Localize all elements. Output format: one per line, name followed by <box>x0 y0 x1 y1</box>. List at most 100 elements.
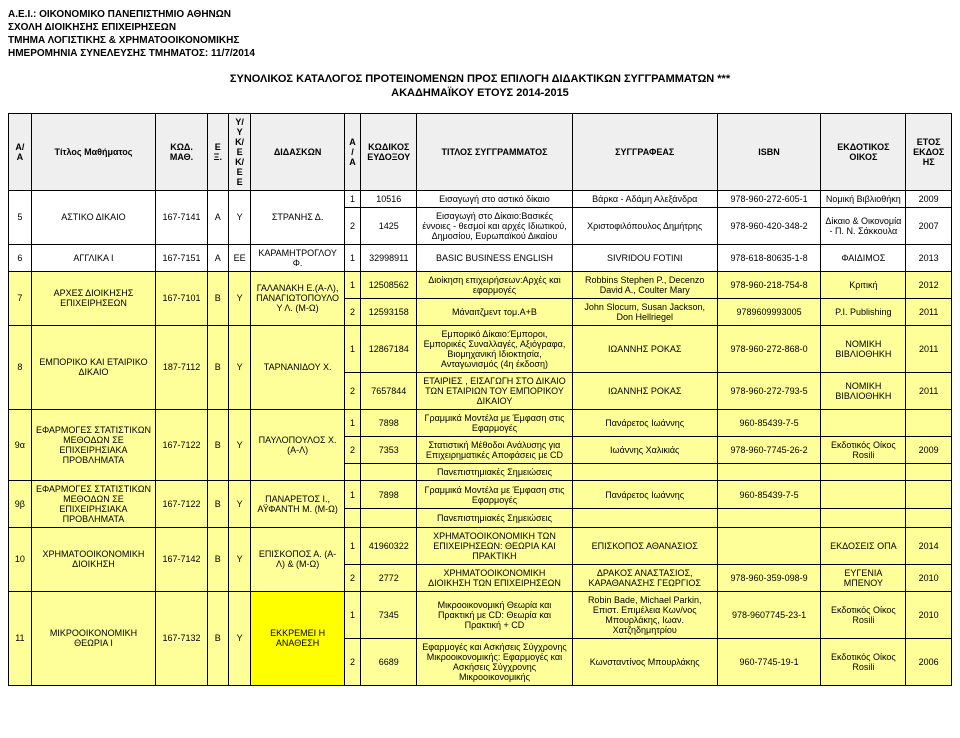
cell-year <box>906 509 952 527</box>
cell-bookn: 1 <box>344 409 361 436</box>
document-title: ΣΥΝΟΛΙΚΟΣ ΚΑΤΑΛΟΓΟΣ ΠΡΟΤΕΙΝΟΜΕΝΩΝ ΠΡΟΣ Ε… <box>8 72 952 101</box>
cell-bookn: 2 <box>344 564 361 591</box>
cell-yy: ΕΕ <box>228 244 251 271</box>
cell-code: 167-7151 <box>156 244 208 271</box>
cell-year <box>906 409 952 436</box>
cell-booktitle: ΧΡΗΜΑΤΟΟΙΚΟΝΟΜΙΚΗ ΔΙΟΙΚΗΣΗ ΤΩΝ ΕΠΙΧΕΙΡΗΣ… <box>417 564 572 591</box>
cell-bookcode: 7898 <box>361 480 417 509</box>
cell-aa: 10 <box>9 527 32 591</box>
cell-pub: Εκδοτικός Οίκος Rosili <box>821 638 906 685</box>
cell-pub: P.I. Publishing <box>821 298 906 325</box>
cell-author: Κωνσταντίνος Μπουρλάκης <box>572 638 717 685</box>
cell-course: ΜΙΚΡΟΟΙΚΟΝΟΜΙΚΗ ΘΕΩΡΙΑ Ι <box>31 591 155 685</box>
cell-isbn: 978-960-420-348-2 <box>717 207 821 244</box>
cell-author: John Slocum, Susan Jackson, Don Hellrieg… <box>572 298 717 325</box>
cell-bookn <box>344 509 361 527</box>
cell-isbn: 978-960-272-793-5 <box>717 372 821 409</box>
title-line1: ΣΥΝΟΛΙΚΟΣ ΚΑΤΑΛΟΓΟΣ ΠΡΟΤΕΙΝΟΜΕΝΩΝ ΠΡΟΣ Ε… <box>8 72 952 86</box>
cell-pub <box>821 509 906 527</box>
cell-isbn: 960-7745-19-1 <box>717 638 821 685</box>
cell-pub: Δίκαιο & Οικονομία - Π. Ν. Σάκκουλα <box>821 207 906 244</box>
cell-author <box>572 509 717 527</box>
cell-year <box>906 463 952 480</box>
cell-booktitle: Εφαρμογές και Ασκήσεις Σύγχρονης Μικροοι… <box>417 638 572 685</box>
header-line4: ΗΜΕΡΟΜΗΝΙΑ ΣΥΝΕΛΕΥΣΗΣ ΤΜΗΜΑΤΟΣ: 11/7/201… <box>8 47 952 60</box>
cell-author: ΔΡΑΚΟΣ ΑΝΑΣΤΑΣΙΟΣ, ΚΑΡΑΘΑΝΑΣΗΣ ΓΕΩΡΓΙΟΣ <box>572 564 717 591</box>
cell-booktitle: Στατιστική Μέθοδοι Ανάλυσης για Επιχειρη… <box>417 436 572 463</box>
cell-pub: Κριτική <box>821 271 906 298</box>
col-pubcode: ΚΩΔΙΚΟΣ ΕΥΔΟΞΟΥ <box>361 113 417 190</box>
cell-author: Robbins Stephen P., Decenzo David A., Co… <box>572 271 717 298</box>
cell-isbn: 9789609993005 <box>717 298 821 325</box>
cell-yy: Υ <box>228 527 251 591</box>
cell-bookcode: 7345 <box>361 591 417 638</box>
cell-code: 167-7122 <box>156 480 208 527</box>
cell-year: 2014 <box>906 527 952 564</box>
cell-isbn: 978-618-80635-1-8 <box>717 244 821 271</box>
cell-bookn: 2 <box>344 372 361 409</box>
cell-isbn: 978-960-359-098-9 <box>717 564 821 591</box>
cell-pub: Εκδοτικός Οίκος Rosili <box>821 436 906 463</box>
cell-pub: ΝΟΜΙΚΗ ΒΙΒΛΙΟΘΗΚΗ <box>821 372 906 409</box>
cell-bookcode: 12508562 <box>361 271 417 298</box>
cell-course: ΕΦΑΡΜΟΓΕΣ ΣΤΑΤΙΣΤΙΚΩΝ ΜΕΘΟΔΩΝ ΣΕ ΕΠΙΧΕΙΡ… <box>31 480 155 527</box>
cell-booktitle: Γραμμικά Μοντέλα με Έμφαση στις Εφαρμογέ… <box>417 409 572 436</box>
cell-ex: Α <box>207 190 228 244</box>
table-row: 5 ΑΣΤΙΚΟ ΔΙΚΑΙΟ 167-7141 Α Υ ΣΤΡΑΝΗΣ Δ. … <box>9 190 952 207</box>
col-aa2: Α/Α <box>344 113 361 190</box>
cell-booktitle: Εισαγωγή στο Δίκαιο:Βασικές έννοιες - θε… <box>417 207 572 244</box>
cell-bookcode: 7657844 <box>361 372 417 409</box>
cell-author: Πανάρετος Ιωάννης <box>572 480 717 509</box>
cell-isbn <box>717 463 821 480</box>
cell-pub: ΦΑΙΔΙΜΟΣ <box>821 244 906 271</box>
col-aa: Α/Α <box>9 113 32 190</box>
cell-author: Robin Bade, Michael Parkin, Επιστ. Επιμέ… <box>572 591 717 638</box>
cell-code: 167-7101 <box>156 271 208 325</box>
cell-isbn: 978-960-272-868-0 <box>717 325 821 372</box>
table-row: 6 ΑΓΓΛΙΚΑ Ι 167-7151 Α ΕΕ ΚΑΡΑΜΗΤΡΟΓΛΟΥ … <box>9 244 952 271</box>
cell-bookn: 1 <box>344 190 361 207</box>
cell-booktitle: Μικροοικονομική Θεωρία και Πρακτική με C… <box>417 591 572 638</box>
cell-year: 2010 <box>906 564 952 591</box>
cell-bookcode: 10516 <box>361 190 417 207</box>
cell-aa: 7 <box>9 271 32 325</box>
col-pubhouse: ΕΚΔΟΤΙΚΟΣ ΟΙΚΟΣ <box>821 113 906 190</box>
header-line2: ΣΧΟΛΗ ΔΙΟΙΚΗΣΗΣ ΕΠΙΧΕΙΡΗΣΕΩΝ <box>8 21 952 34</box>
cell-pub <box>821 409 906 436</box>
cell-pub <box>821 463 906 480</box>
cell-instructor: ΤΑΡΝΑΝΙΔΟΥ Χ. <box>251 325 344 409</box>
cell-code: 187-7112 <box>156 325 208 409</box>
cell-author: Βάρκα - Αδάμη Αλεξάνδρα <box>572 190 717 207</box>
col-author: ΣΥΓΓΡΑΦΕΑΣ <box>572 113 717 190</box>
col-year: ΕΤΟΣ ΕΚΔΟΣΗΣ <box>906 113 952 190</box>
col-ex: ΕΞ. <box>207 113 228 190</box>
cell-booktitle: Διοίκηση επιχειρήσεων:Αρχές και εφαρμογέ… <box>417 271 572 298</box>
title-line2: ΑΚΑΔΗΜΑΪΚΟΥ ΕΤΟΥΣ 2014-2015 <box>8 86 952 100</box>
cell-yy: Υ <box>228 591 251 685</box>
cell-course: ΕΜΠΟΡΙΚΟ ΚΑΙ ΕΤΑΙΡΙΚΟ ΔΙΚΑΙΟ <box>31 325 155 409</box>
col-course: Τίτλος Μαθήματος <box>31 113 155 190</box>
cell-bookcode: 41960322 <box>361 527 417 564</box>
cell-year: 2012 <box>906 271 952 298</box>
cell-yy: Υ <box>228 325 251 409</box>
cell-bookn <box>344 463 361 480</box>
cell-course: ΧΡΗΜΑΤΟΟΙΚΟΝΟΜΙΚΗ ΔΙΟΙΚΗΣΗ <box>31 527 155 591</box>
table-row: 7 ΑΡΧΕΣ ΔΙΟΙΚΗΣΗΣ ΕΠΙΧΕΙΡΗΣΕΩΝ 167-7101 … <box>9 271 952 298</box>
table-row: 11 ΜΙΚΡΟΟΙΚΟΝΟΜΙΚΗ ΘΕΩΡΙΑ Ι 167-7132 Β Υ… <box>9 591 952 638</box>
cell-ex: Β <box>207 409 228 480</box>
cell-pub <box>821 480 906 509</box>
cell-pub: ΝΟΜΙΚΗ ΒΙΒΛΙΟΘΗΚΗ <box>821 325 906 372</box>
cell-bookcode <box>361 463 417 480</box>
cell-bookcode: 7898 <box>361 409 417 436</box>
cell-yy: Υ <box>228 480 251 527</box>
cell-year: 2011 <box>906 298 952 325</box>
col-yy: Υ/Υ Κ/Ε Κ/Ε Ε <box>228 113 251 190</box>
cell-course: ΑΣΤΙΚΟ ΔΙΚΑΙΟ <box>31 190 155 244</box>
cell-ex: Β <box>207 271 228 325</box>
cell-course: ΑΡΧΕΣ ΔΙΟΙΚΗΣΗΣ ΕΠΙΧΕΙΡΗΣΕΩΝ <box>31 271 155 325</box>
cell-ex: Β <box>207 591 228 685</box>
cell-bookn: 2 <box>344 638 361 685</box>
table-row: 10 ΧΡΗΜΑΤΟΟΙΚΟΝΟΜΙΚΗ ΔΙΟΙΚΗΣΗ 167-7142 Β… <box>9 527 952 564</box>
col-booktitle: ΤΙΤΛΟΣ ΣΥΓΓΡΑΜΜΑΤΟΣ <box>417 113 572 190</box>
cell-author <box>572 463 717 480</box>
